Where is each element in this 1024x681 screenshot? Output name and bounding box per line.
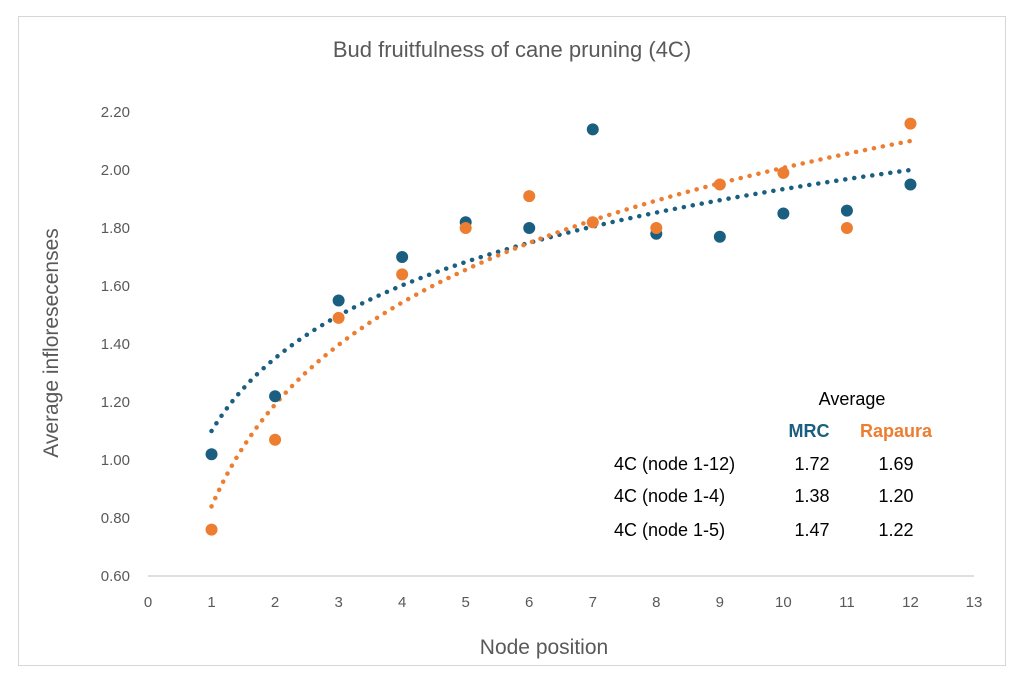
summary-row-rapaura: 1.22: [878, 520, 913, 540]
x-tick-label: 6: [525, 594, 533, 611]
x-tick-label: 0: [144, 594, 152, 611]
point-rapaura: [332, 311, 345, 324]
x-tick-label: 5: [462, 594, 470, 611]
y-tick-label: 1.80: [101, 220, 130, 237]
trendline-mrc: [209, 167, 913, 434]
x-tick-label: 8: [652, 594, 660, 611]
y-tick-label: 1.60: [101, 278, 130, 295]
point-mrc: [904, 178, 917, 191]
point-mrc: [713, 230, 726, 243]
chart-title: Bud fruitfulness of cane pruning (4C): [333, 37, 691, 62]
point-mrc: [396, 251, 409, 263]
point-rapaura: [586, 216, 599, 229]
point-rapaura: [396, 268, 409, 281]
x-tick-label: 10: [775, 594, 792, 611]
y-tick-label: 1.00: [101, 452, 130, 469]
chart-frame: [18, 16, 1006, 666]
summary-row-label: 4C (node 1-4): [614, 486, 725, 506]
y-tick-label: 1.20: [101, 394, 130, 411]
point-rapaura: [713, 178, 726, 191]
y-tick-label: 0.80: [101, 510, 130, 527]
summary-row-mrc: 1.38: [794, 486, 829, 506]
point-mrc: [205, 448, 218, 461]
point-rapaura: [840, 222, 853, 234]
y-tick-label: 2.20: [101, 104, 130, 121]
x-tick-label: 11: [839, 594, 855, 611]
summary-row-rapaura: 1.69: [878, 454, 913, 474]
y-axis-title: Average infloresecenses: [40, 228, 63, 458]
y-tick-label: 2.00: [101, 162, 130, 179]
point-mrc: [586, 123, 599, 136]
point-rapaura: [523, 190, 536, 203]
x-tick-label: 7: [589, 594, 597, 611]
trendlines: [209, 138, 913, 509]
point-rapaura: [459, 222, 472, 234]
x-tick-labels: 0 1 2 3 4 5 6 7 8 9 10 11 12 13: [144, 594, 983, 611]
x-axis-title: Node position: [480, 636, 608, 659]
y-tick-label: 1.40: [101, 336, 130, 353]
point-rapaura: [205, 523, 218, 536]
summary-column-mrc: MRC: [789, 421, 830, 441]
point-rapaura: [650, 222, 663, 234]
point-rapaura: [269, 433, 282, 446]
point-mrc: [523, 222, 536, 234]
summary-table: Average MRC Rapaura 4C (node 1-12) 1.72 …: [614, 389, 933, 540]
data-points: [205, 117, 917, 536]
x-tick-label: 1: [207, 594, 215, 611]
point-mrc: [269, 390, 282, 403]
x-tick-label: 13: [966, 594, 983, 611]
x-tick-label: 2: [271, 594, 279, 611]
x-tick-label: 4: [398, 594, 406, 611]
summary-row-label: 4C (node 1-12): [614, 454, 735, 474]
summary-heading: Average: [819, 389, 886, 409]
x-tick-label: 12: [902, 594, 919, 611]
point-rapaura: [904, 117, 917, 130]
y-tick-labels: 0.60 0.80 1.00 1.20 1.40 1.60 1.80 2.00 2.20: [101, 104, 130, 585]
summary-column-rapaura: Rapaura: [860, 421, 933, 441]
x-tick-label: 9: [716, 594, 724, 611]
x-tick-label: 3: [334, 594, 342, 611]
point-mrc: [840, 204, 853, 217]
y-tick-label: 0.60: [101, 568, 130, 585]
point-mrc: [777, 207, 790, 220]
point-mrc: [332, 294, 345, 307]
summary-row-rapaura: 1.20: [878, 486, 913, 506]
trendline-rapaura: [209, 138, 913, 509]
summary-row-mrc: 1.72: [794, 454, 829, 474]
point-rapaura: [777, 166, 790, 179]
summary-row-mrc: 1.47: [794, 520, 829, 540]
summary-row-label: 4C (node 1-5): [614, 520, 725, 540]
